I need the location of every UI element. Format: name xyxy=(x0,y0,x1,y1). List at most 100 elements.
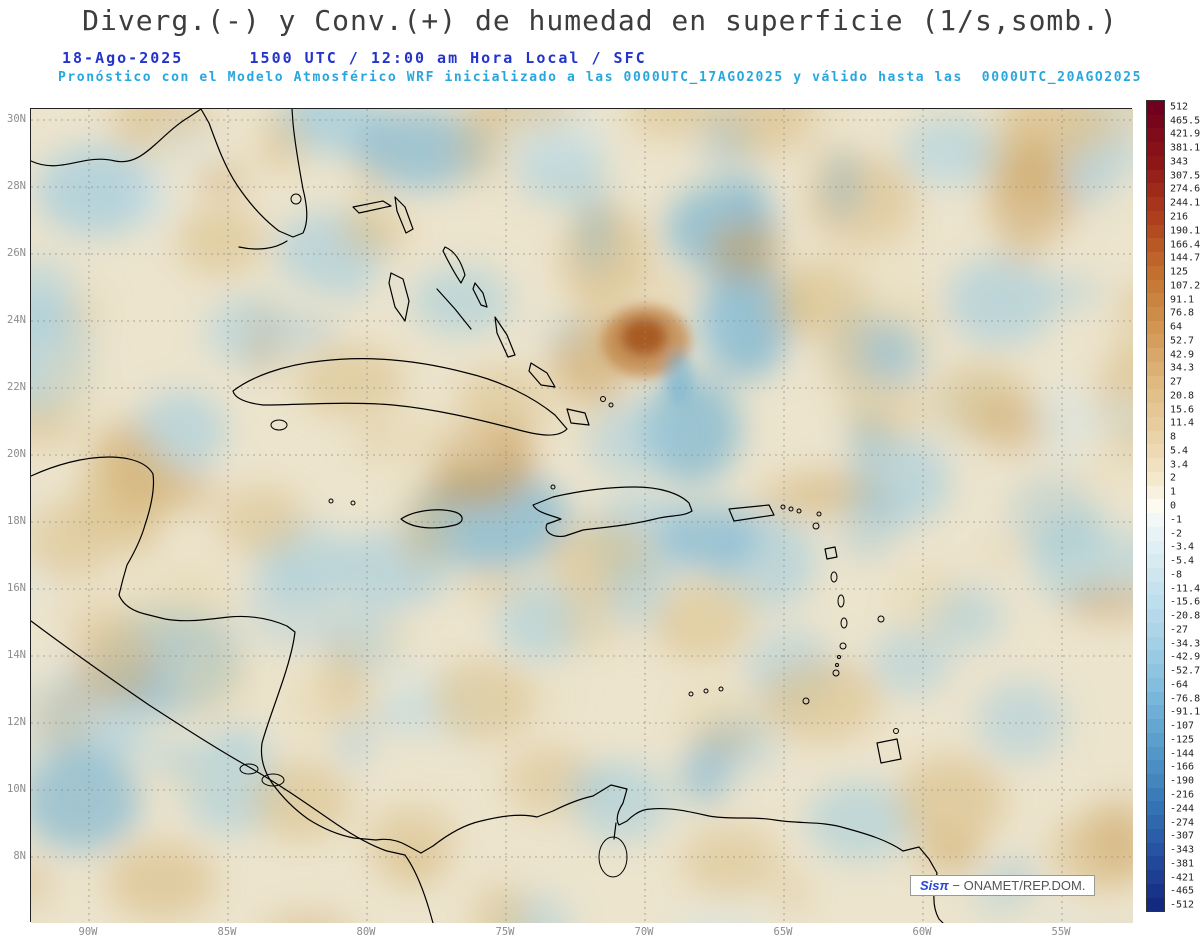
colorbar-tick-label: 244.1 xyxy=(1170,197,1200,209)
colorbar-tick-label: 166.4 xyxy=(1170,239,1200,250)
colorbar-cell xyxy=(1147,224,1164,239)
watermark: Sisπ − ONAMET/REP.DOM. xyxy=(910,875,1096,896)
colorbar-cell xyxy=(1147,705,1164,720)
coastlines xyxy=(31,109,944,923)
colorbar-tick-label: 3.4 xyxy=(1170,459,1189,471)
watermark-brand: Sisπ xyxy=(920,878,949,893)
colorbar-cell xyxy=(1147,622,1164,637)
colorbar-cell xyxy=(1147,719,1164,733)
colorbar-tick-label: 274.6 xyxy=(1170,183,1200,195)
colorbar-tick-label: -76.8 xyxy=(1170,693,1200,705)
colorbar-tick-label: -42.9 xyxy=(1170,651,1200,663)
colorbar-tick-label: 2 xyxy=(1170,472,1177,484)
lon-tick-label: 60W xyxy=(912,926,932,938)
colorbar-cell xyxy=(1147,471,1164,486)
colorbar-tick-label: -3.4 xyxy=(1170,541,1195,553)
colorbar-tick-label: 8 xyxy=(1170,431,1177,443)
lon-tick-label: 85W xyxy=(217,926,237,938)
colorbar-cell xyxy=(1147,746,1164,761)
storm-convergence-spot xyxy=(602,305,693,403)
lat-tick-label: 10N xyxy=(7,783,26,795)
colorbar-tick-label: 190.1 xyxy=(1170,225,1200,237)
colorbar-cell xyxy=(1147,375,1164,390)
colorbar-cell xyxy=(1147,265,1164,280)
colorbar-tick-label: -144 xyxy=(1170,748,1195,760)
colorbar-cell xyxy=(1147,609,1164,623)
colorbar-tick-label: 465.5 xyxy=(1170,115,1200,127)
colorbar-cell xyxy=(1147,554,1164,568)
colorbar-cell xyxy=(1147,238,1164,253)
colorbar-tick-label: -52.7 xyxy=(1170,665,1200,677)
colorbar-cell xyxy=(1147,828,1164,843)
colorbar-cell xyxy=(1147,279,1164,294)
lon-tick-label: 65W xyxy=(773,926,793,938)
colorbar-tick-label: 0 xyxy=(1170,500,1177,512)
colorbar-cell xyxy=(1147,595,1164,610)
colorbar-cell xyxy=(1147,430,1164,445)
colorbar-tick-label: -244 xyxy=(1170,803,1195,815)
colorbar-cell xyxy=(1147,128,1164,143)
lon-tick-label: 80W xyxy=(356,926,376,938)
colorbar-tick-label: 64 xyxy=(1170,321,1183,333)
lat-tick-label: 24N xyxy=(7,314,26,326)
colorbar-tick-label: 91.1 xyxy=(1170,294,1195,306)
colorbar-cell xyxy=(1147,361,1164,376)
colorbar-tick-label: -64 xyxy=(1170,679,1189,691)
colorbar-tick-label: -512 xyxy=(1170,899,1195,911)
colorbar-tick-label: 216 xyxy=(1170,211,1189,223)
colorbar-tick-label: -107 xyxy=(1170,720,1195,732)
colorbar-cell xyxy=(1147,732,1164,747)
colorbar-cell xyxy=(1147,334,1164,349)
lat-tick-label: 16N xyxy=(7,582,26,594)
colorbar-tick-label: -421 xyxy=(1170,872,1195,884)
lon-tick-label: 55W xyxy=(1051,926,1071,938)
grid-lines xyxy=(31,109,1133,923)
colorbar-tick-label: -166 xyxy=(1170,761,1195,773)
colorbar-tick-label: -216 xyxy=(1170,789,1195,801)
colorbar-cell xyxy=(1147,307,1164,321)
lat-tick-label: 8N xyxy=(13,850,26,862)
colorbar-cell xyxy=(1147,842,1164,857)
lat-tick-label: 12N xyxy=(7,716,26,728)
forecast-line: Pronóstico con el Modelo Atmosférico WRF… xyxy=(57,70,1143,85)
colorbar-tick-label: -8 xyxy=(1170,569,1183,581)
colorbar-tick-label: -125 xyxy=(1170,734,1195,746)
map-field-svg xyxy=(31,109,1133,923)
colorbar-tick-label: -343 xyxy=(1170,844,1195,856)
colorbar-tick-label: -15.6 xyxy=(1170,596,1200,608)
colorbar-cell xyxy=(1147,197,1164,211)
colorbar-cell xyxy=(1147,114,1164,129)
colorbar-cell xyxy=(1147,513,1164,527)
colorbar-cell xyxy=(1147,650,1164,665)
map-plot-area xyxy=(30,108,1133,923)
colorbar-tick-label: -1 xyxy=(1170,514,1183,526)
colorbar-tick-label: 5.4 xyxy=(1170,445,1189,457)
colorbar-tick-label: -307 xyxy=(1170,830,1195,842)
lat-tick-label: 26N xyxy=(7,247,26,259)
colorbar-tick-label: 1 xyxy=(1170,486,1177,498)
colorbar-cell xyxy=(1147,183,1164,198)
lat-tick-label: 20N xyxy=(7,448,26,460)
colorbar-cell xyxy=(1147,856,1164,871)
colorbar-cell xyxy=(1147,567,1164,582)
lon-tick-label: 75W xyxy=(495,926,515,938)
islands-lakes xyxy=(239,193,899,878)
colorbar-cell xyxy=(1147,526,1164,541)
colorbar-tick-label: 107.2 xyxy=(1170,280,1200,292)
colorbar-cell xyxy=(1147,348,1164,362)
lat-tick-label: 22N xyxy=(7,381,26,393)
colorbar-cell xyxy=(1147,540,1164,555)
colorbar-cell xyxy=(1147,142,1164,156)
colorbar-cell xyxy=(1147,664,1164,678)
colorbar-tick-label: 20.8 xyxy=(1170,390,1195,402)
colorbar-cell xyxy=(1147,897,1164,912)
colorbar-cell xyxy=(1147,581,1164,596)
colorbar-tick-label: 76.8 xyxy=(1170,307,1195,319)
colorbar-cell xyxy=(1147,677,1164,692)
colorbar-cell xyxy=(1147,870,1164,884)
colorbar-cell xyxy=(1147,691,1164,706)
colorbar-tick-label: -5.4 xyxy=(1170,555,1195,567)
colorbar-cell xyxy=(1147,101,1164,115)
lat-tick-label: 30N xyxy=(7,113,26,125)
lat-tick-label: 28N xyxy=(7,180,26,192)
